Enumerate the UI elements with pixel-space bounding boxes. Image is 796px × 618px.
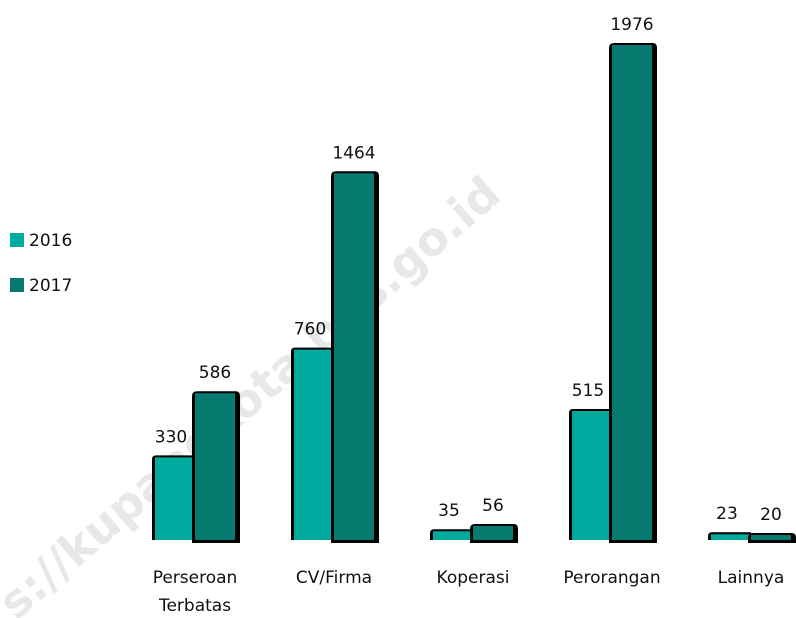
legend-label: 2016 <box>29 231 72 251</box>
bar <box>195 393 235 540</box>
data-label: 20 <box>760 505 782 525</box>
bar <box>711 534 751 540</box>
x-tick-label: CV/Firma <box>296 568 372 588</box>
legend-swatch <box>10 278 24 292</box>
bar <box>572 410 612 540</box>
legend-swatch <box>10 233 24 247</box>
x-tick-label: Perorangan <box>563 568 660 588</box>
bar <box>155 457 195 540</box>
x-tick-label: Perseroan <box>153 568 238 588</box>
bar <box>612 45 652 540</box>
data-label: 1464 <box>332 143 375 163</box>
legend-label: 2017 <box>29 276 72 296</box>
x-tick-label: Koperasi <box>437 568 510 588</box>
data-label: 1976 <box>610 15 653 35</box>
data-label: 35 <box>438 501 460 521</box>
x-tick-label: Terbatas <box>158 596 231 616</box>
x-tick-label: Lainnya <box>718 568 785 588</box>
bar <box>751 534 791 540</box>
bar <box>294 349 334 540</box>
data-label: 515 <box>572 381 604 401</box>
watermark: s://kupangkota.bps.go.id <box>0 166 510 618</box>
bar <box>473 525 513 540</box>
bar <box>334 173 374 541</box>
data-label: 330 <box>155 427 187 447</box>
data-label: 586 <box>199 363 231 383</box>
data-label: 760 <box>294 320 326 340</box>
data-label: 23 <box>716 504 738 524</box>
bar <box>433 531 473 540</box>
data-label: 56 <box>482 496 504 516</box>
